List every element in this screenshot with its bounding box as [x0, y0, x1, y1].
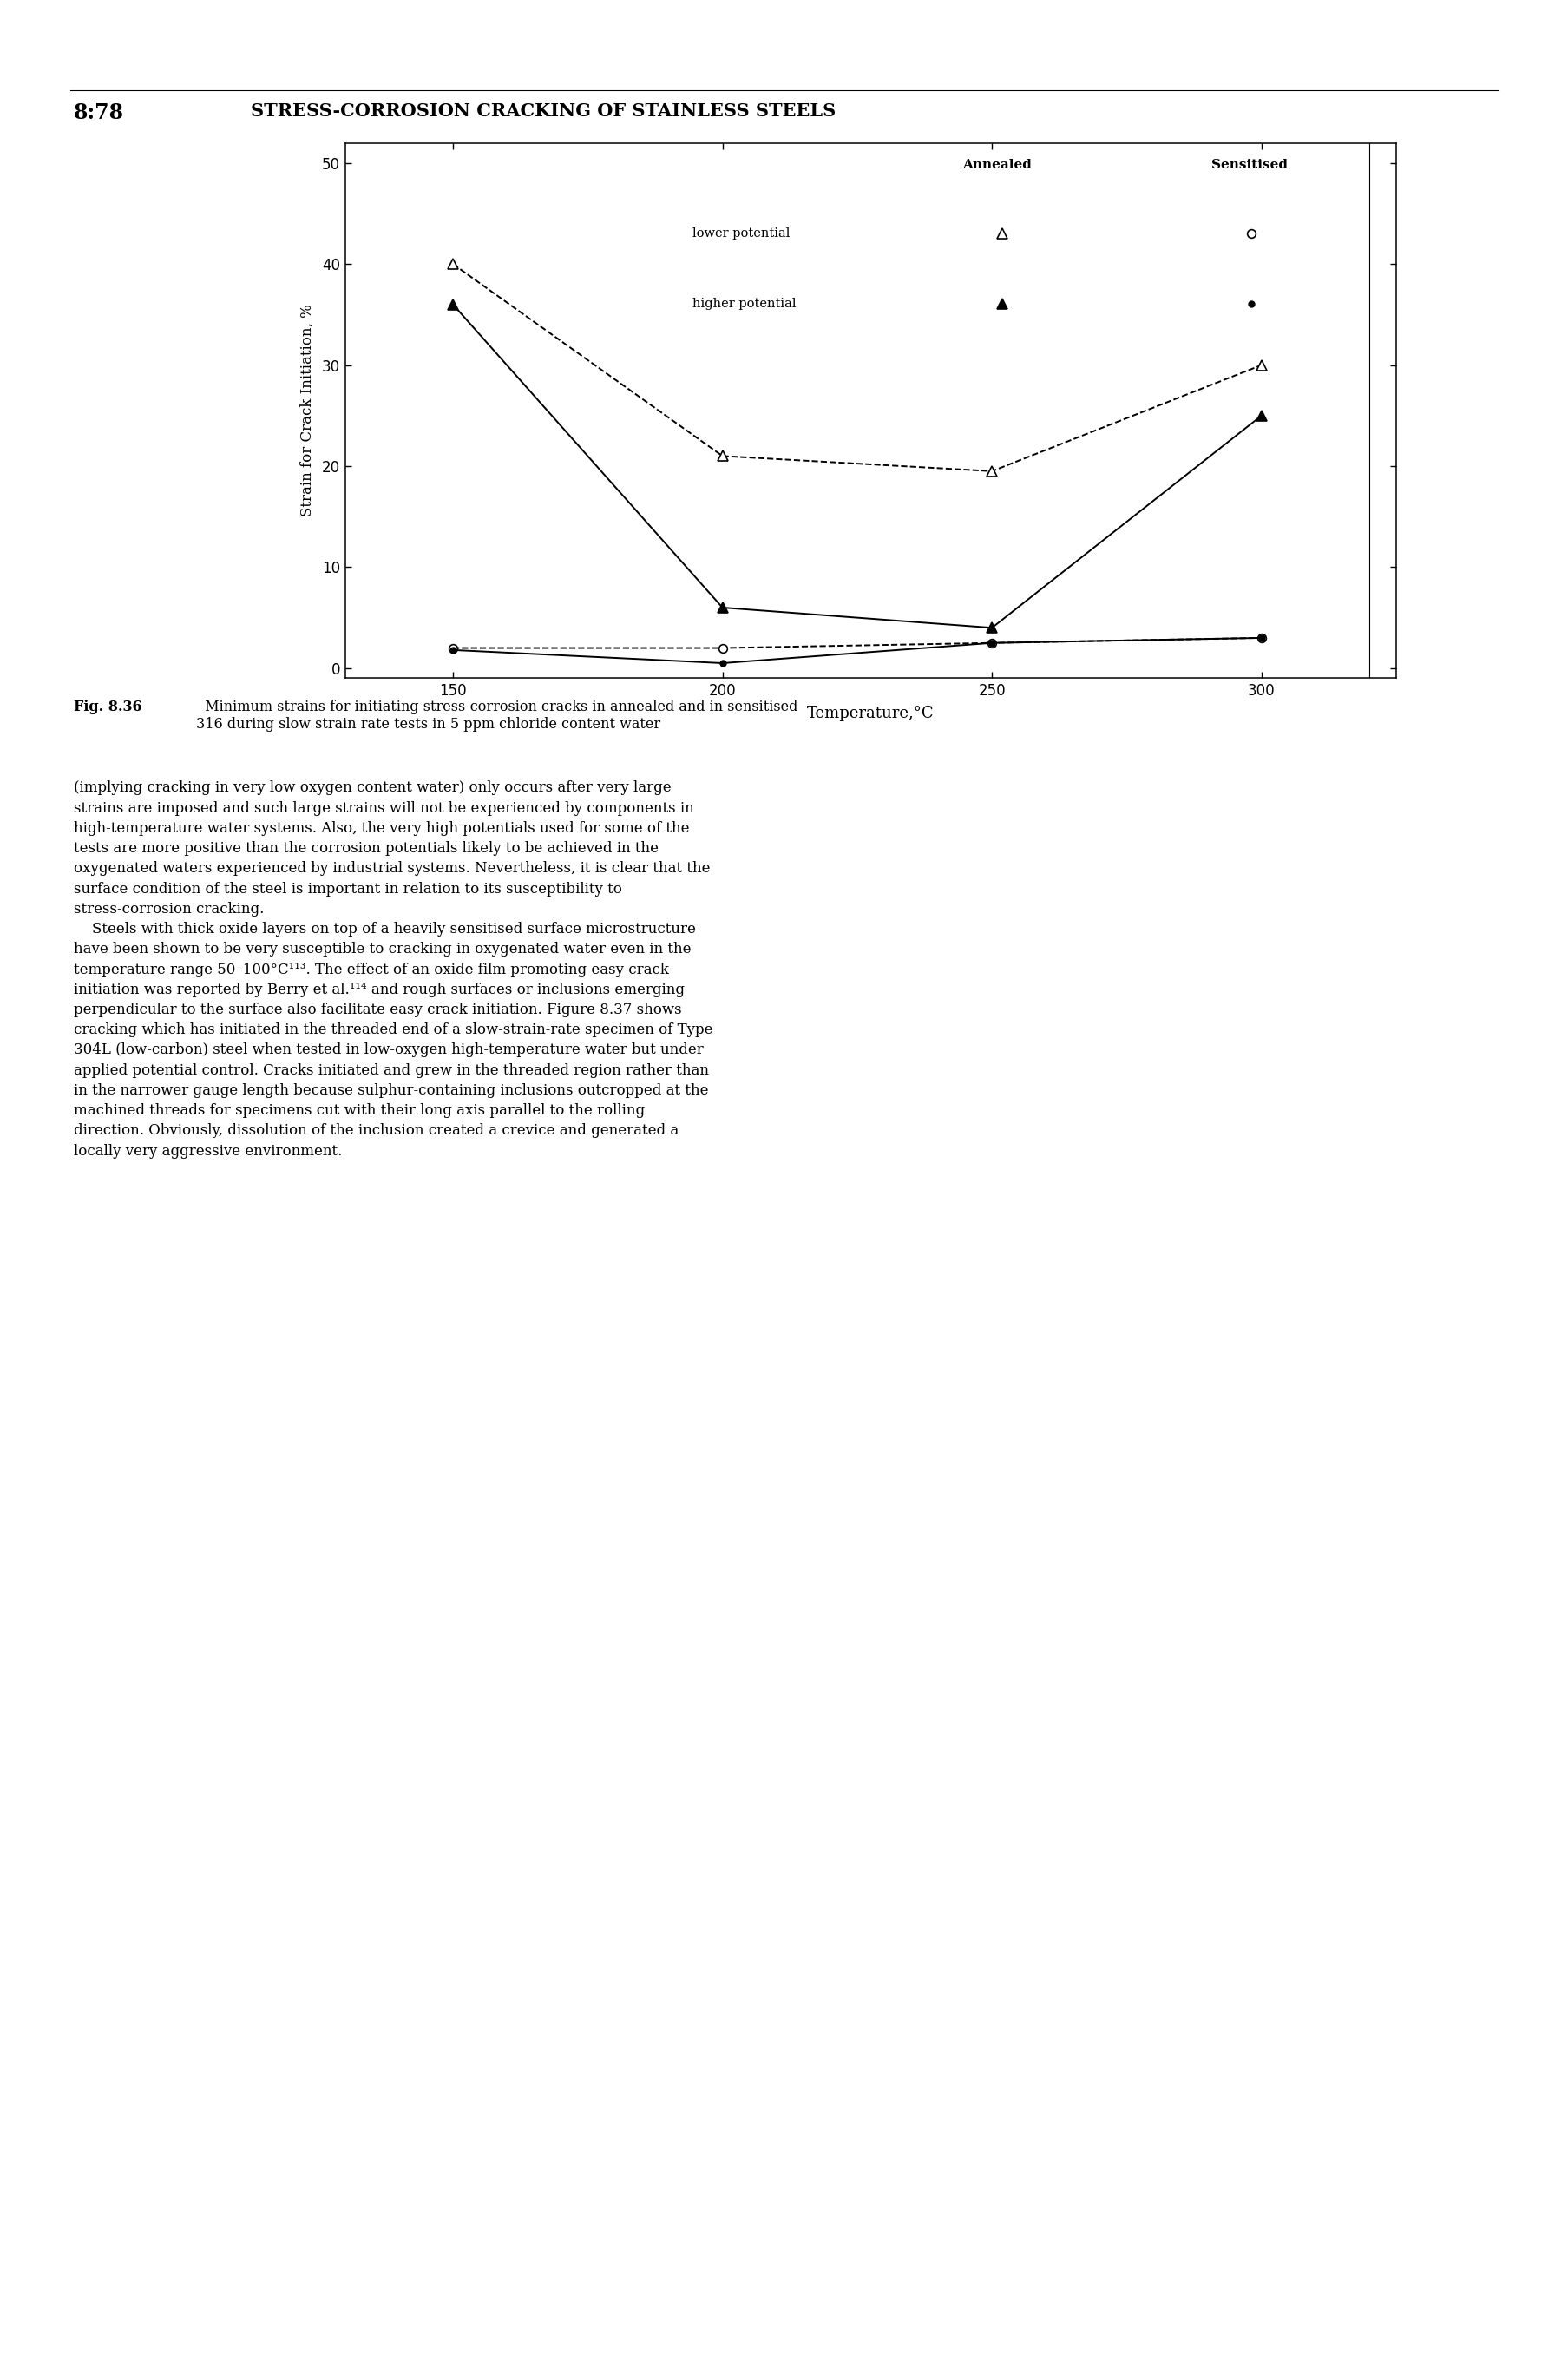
- Text: Fig. 8.36: Fig. 8.36: [74, 700, 141, 714]
- Text: higher potential: higher potential: [691, 298, 795, 309]
- Text: Annealed: Annealed: [961, 159, 1030, 171]
- Text: Minimum strains for initiating stress-corrosion cracks in annealed and in sensit: Minimum strains for initiating stress-co…: [196, 700, 798, 731]
- Text: lower potential: lower potential: [691, 228, 789, 240]
- Text: STRESS-CORROSION CRACKING OF STAINLESS STEELS: STRESS-CORROSION CRACKING OF STAINLESS S…: [251, 102, 836, 119]
- X-axis label: Temperature,°C: Temperature,°C: [806, 707, 935, 721]
- Text: 8:78: 8:78: [74, 102, 124, 124]
- Text: Sensitised: Sensitised: [1210, 159, 1287, 171]
- Text: (implying cracking in very low oxygen content water) only occurs after very larg: (implying cracking in very low oxygen co…: [74, 781, 712, 1159]
- Y-axis label: Strain for Crack Initiation, %: Strain for Crack Initiation, %: [299, 305, 315, 516]
